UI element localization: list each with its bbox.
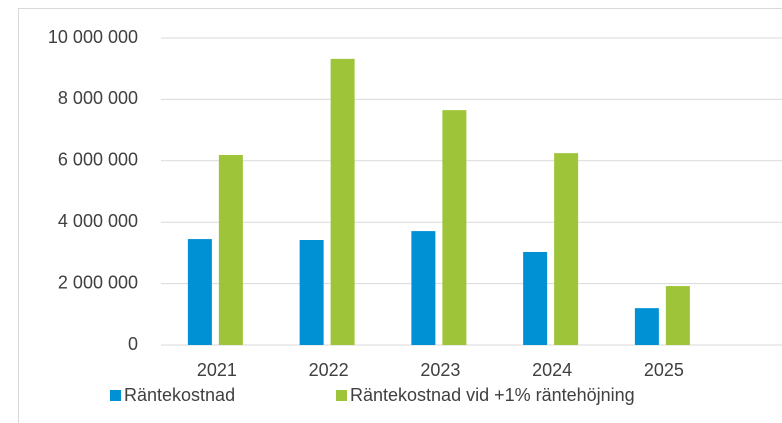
- bar: [554, 153, 579, 345]
- y-tick-label: 4 000 000: [58, 211, 138, 231]
- bar: [411, 231, 436, 345]
- y-tick-label: 6 000 000: [58, 150, 138, 170]
- bar: [330, 58, 355, 345]
- y-tick-label: 2 000 000: [58, 272, 138, 292]
- chart-border: [18, 8, 782, 423]
- x-tick-label: 2022: [309, 360, 349, 380]
- x-tick-label: 2023: [420, 360, 460, 380]
- legend-label: Räntekostnad: [124, 385, 235, 405]
- x-tick-label: 2025: [644, 360, 684, 380]
- bar: [187, 239, 212, 345]
- bar: [523, 251, 548, 345]
- bar: [442, 110, 467, 346]
- x-tick-label: 2024: [532, 360, 572, 380]
- y-tick-label: 10 000 000: [48, 27, 138, 47]
- legend-swatch: [336, 390, 347, 401]
- y-tick-label: 8 000 000: [58, 88, 138, 108]
- bar: [634, 308, 659, 345]
- legend-label: Räntekostnad vid +1% räntehöjning: [350, 385, 635, 405]
- x-tick-label: 2021: [197, 360, 237, 380]
- bar: [665, 286, 690, 345]
- bar: [299, 240, 324, 345]
- bar: [218, 154, 243, 345]
- y-tick-label: 0: [128, 334, 138, 354]
- legend-swatch: [110, 390, 121, 401]
